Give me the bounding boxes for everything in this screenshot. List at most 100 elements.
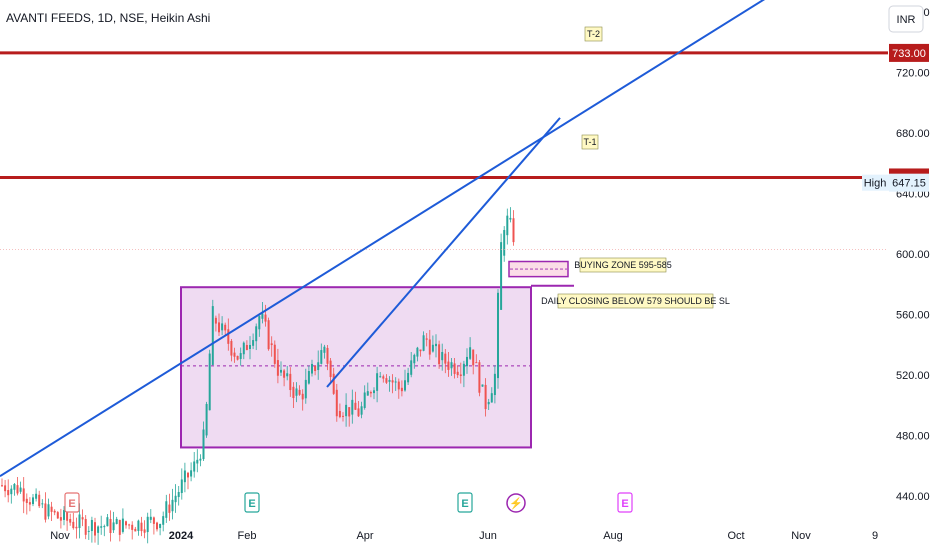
annotation-3[interactable]: BUYING ZONE 595-585 bbox=[574, 257, 672, 273]
candle-body bbox=[450, 362, 453, 369]
candle-body bbox=[435, 343, 437, 347]
candle-body bbox=[351, 399, 354, 415]
candle-body bbox=[394, 381, 397, 383]
candle-body bbox=[301, 393, 304, 400]
candle-body bbox=[273, 344, 276, 364]
candle-body bbox=[112, 522, 115, 531]
candle-body bbox=[360, 406, 363, 415]
candle-body bbox=[459, 374, 462, 377]
annotation-2[interactable]: T-1 bbox=[581, 134, 599, 150]
x-tick-label: Jun bbox=[479, 530, 497, 542]
annotation-box bbox=[557, 293, 714, 309]
candle-body bbox=[118, 519, 121, 535]
candle-body bbox=[87, 530, 90, 532]
short-trend-line[interactable] bbox=[326, 117, 561, 388]
event-marker-box bbox=[64, 492, 80, 513]
candle-body bbox=[332, 373, 335, 394]
candle-body bbox=[75, 526, 78, 529]
price-tag-1: 733.00 bbox=[889, 43, 929, 62]
annotation-1[interactable]: T-2 bbox=[584, 26, 603, 42]
x-tick-label: Nov bbox=[791, 530, 811, 542]
event-marker-2[interactable]: E bbox=[244, 492, 260, 513]
consolidation-box[interactable] bbox=[180, 286, 532, 449]
candle-body bbox=[475, 362, 478, 364]
candle-body bbox=[47, 504, 50, 517]
x-tick-label: Apr bbox=[356, 530, 373, 542]
candle-body bbox=[32, 497, 34, 505]
long-trend-line[interactable] bbox=[0, 0, 768, 478]
candle-body bbox=[131, 524, 134, 530]
buying-zone-box[interactable] bbox=[508, 260, 569, 278]
candle-body bbox=[338, 410, 341, 418]
candle-body bbox=[469, 347, 472, 359]
x-tick-label: 2024 bbox=[169, 530, 194, 542]
annotation-box bbox=[579, 257, 667, 273]
candle-body bbox=[326, 347, 329, 364]
candle-body bbox=[329, 360, 332, 378]
candle-body bbox=[416, 347, 419, 357]
candle-body bbox=[128, 524, 131, 526]
candle-body bbox=[304, 379, 307, 399]
event-marker-label: E bbox=[621, 498, 628, 510]
candle-body bbox=[81, 517, 84, 520]
candle-body bbox=[84, 518, 87, 535]
candle-body bbox=[481, 384, 484, 387]
candle-body bbox=[379, 376, 382, 378]
candle-body bbox=[407, 372, 410, 383]
candle-body bbox=[388, 379, 391, 382]
x-tick-label: Aug bbox=[603, 530, 623, 542]
candle-body bbox=[59, 517, 62, 521]
candle-body bbox=[286, 373, 289, 377]
candle-body bbox=[7, 490, 10, 496]
candle-body bbox=[202, 429, 205, 460]
candle-body bbox=[245, 344, 248, 350]
event-marker-5[interactable]: E bbox=[617, 492, 633, 513]
candle-body bbox=[28, 502, 31, 505]
candle-body bbox=[230, 340, 233, 356]
candle-body bbox=[512, 218, 515, 243]
candle-body bbox=[125, 521, 127, 526]
candle-body bbox=[270, 343, 273, 346]
candle-body bbox=[500, 242, 503, 310]
event-marker-3[interactable]: E bbox=[457, 492, 473, 513]
candle-body bbox=[211, 306, 214, 365]
candle-body bbox=[419, 349, 422, 352]
candle-body bbox=[100, 526, 103, 528]
candle-body bbox=[44, 503, 47, 520]
annotation-text: T-1 bbox=[583, 137, 596, 147]
event-marker-1[interactable]: E bbox=[64, 492, 80, 513]
candle-body bbox=[258, 316, 261, 330]
candle-body bbox=[218, 322, 220, 333]
x-tick-label: Oct bbox=[727, 530, 744, 542]
event-marker-box bbox=[244, 492, 260, 513]
candle-body bbox=[391, 380, 394, 383]
candle-body bbox=[199, 458, 202, 461]
price-tag-3: High 647.15 bbox=[862, 173, 929, 192]
chart-title: AVANTI FEEDS, 1D, NSE, Heikin Ashi bbox=[6, 11, 210, 25]
candle-body bbox=[280, 369, 282, 373]
candle-body bbox=[462, 363, 465, 376]
y-tick-label: 680.00 bbox=[896, 128, 930, 140]
candle-body bbox=[503, 230, 506, 256]
candle-body bbox=[16, 485, 19, 494]
candle-body bbox=[456, 371, 459, 376]
annotation-text: DAILY CLOSING BELOW 579 SHOULD BE SL bbox=[541, 296, 730, 306]
candle-body bbox=[38, 494, 41, 507]
annotation-4[interactable]: DAILY CLOSING BELOW 579 SHOULD BE SL bbox=[541, 293, 730, 309]
candle-body bbox=[205, 403, 208, 436]
event-marker-4[interactable]: ⚡ bbox=[506, 493, 526, 513]
currency-button[interactable] bbox=[888, 5, 924, 33]
candle-body bbox=[180, 479, 183, 494]
y-tick-label: 600.00 bbox=[896, 249, 930, 261]
candle-body bbox=[320, 350, 323, 364]
candle-body bbox=[509, 217, 512, 220]
candle-body bbox=[335, 389, 338, 417]
event-marker-label: E bbox=[248, 498, 255, 510]
candle-body bbox=[4, 485, 7, 492]
candle-body bbox=[466, 356, 468, 367]
currency-label: INR bbox=[897, 14, 916, 26]
candle-body bbox=[369, 392, 372, 394]
candle-body bbox=[171, 499, 174, 512]
